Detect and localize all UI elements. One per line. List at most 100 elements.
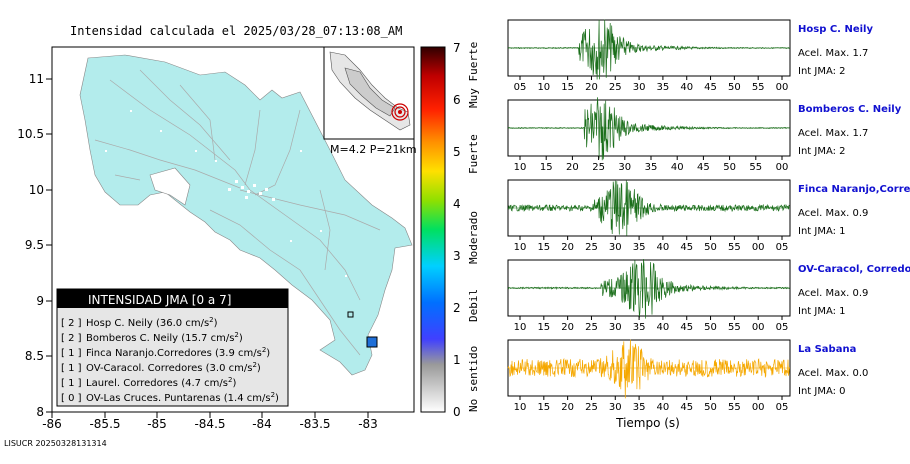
time-tick-label: 30 <box>609 242 622 253</box>
legend-entry-prefix: [ 1 ] <box>61 363 82 374</box>
time-tick-label: 20 <box>585 82 598 93</box>
svg-text:Laurel. Corredores (4.7 cm/s2): Laurel. Corredores (4.7 cm/s2) <box>86 376 236 389</box>
time-tick-label: 45 <box>680 242 693 253</box>
time-tick-label: 35 <box>633 322 646 333</box>
colorbar-tick: 2 <box>453 301 461 315</box>
time-tick-label: 00 <box>752 242 765 253</box>
time-tick-label: 55 <box>728 402 741 413</box>
map-y-tick: 8.5 <box>25 349 44 363</box>
figure-title: Intensidad calculada el 2025/03/28_07:13… <box>70 24 402 38</box>
map-y-tick: 11 <box>29 72 44 86</box>
colorbar-tick: 1 <box>453 353 461 367</box>
time-tick-label: 35 <box>657 82 670 93</box>
time-tick-label: 45 <box>680 322 693 333</box>
waveform-line <box>507 258 790 319</box>
seismogram-panels: 05 10 15 20 25 30 35 40 45 50 55 00 Hosp C. Neily Ace… <box>507 19 910 413</box>
svg-text:Bomberos C. Neily (15.7 cm/s2): Bomberos C. Neily (15.7 cm/s2) <box>86 331 243 344</box>
nicoya-gulf <box>149 167 191 206</box>
time-tick-label: 25 <box>592 162 605 173</box>
legend-entry-prefix: [ 1 ] <box>61 378 82 389</box>
max-acceleration: Acel. Max. 1.7 <box>798 128 868 139</box>
map-x-tick: -84.5 <box>194 417 225 431</box>
map-x-tick: -85 <box>147 417 167 431</box>
time-tick-label: 05 <box>776 402 789 413</box>
seismogram-panel: 10 15 20 25 30 35 40 45 50 55 00 Bomberos C. Neily A… <box>507 97 902 173</box>
legend-entry-close: ) <box>239 333 243 344</box>
time-tick-label: 00 <box>776 162 789 173</box>
intensity-map: -86 -85.5 -85 -84.5 -84 -83.5 -83 8 8.5 … <box>17 46 417 431</box>
colorbar-label: Debil <box>467 289 480 322</box>
waveform-line <box>507 97 790 161</box>
time-tick-label: 50 <box>728 82 741 93</box>
time-tick-label: 40 <box>657 242 670 253</box>
time-tick-label: 50 <box>704 242 717 253</box>
map-x-tick: -83 <box>358 417 378 431</box>
map-y-tick: 9.5 <box>25 238 44 252</box>
time-tick-label: 40 <box>680 82 693 93</box>
jma-intensity: Int JMA: 2 <box>798 66 846 77</box>
x-axis-label: Tiempo (s) <box>615 416 680 430</box>
time-tick-label: 15 <box>561 82 574 93</box>
time-tick-label: 00 <box>776 82 789 93</box>
seismogram-panel: 10 15 20 25 30 35 40 45 50 55 00 05 Finca Naranjo,Co… <box>507 179 910 253</box>
time-tick-label: 10 <box>514 162 527 173</box>
inset-map: M=4.2 P=21km <box>323 46 417 156</box>
colorbar-tick: 5 <box>453 145 461 159</box>
jma-intensity: Int JMA: 1 <box>798 306 846 317</box>
colorbar-tick: 0 <box>453 405 461 419</box>
map-x-tick: -83.5 <box>299 417 330 431</box>
time-tick-label: 05 <box>514 82 527 93</box>
legend-entry-text: OV-Las Cruces. Puntarenas (1.4 cm/s <box>86 393 271 404</box>
time-tick-label: 35 <box>633 402 646 413</box>
time-tick-label: 20 <box>561 242 574 253</box>
time-tick-label: 55 <box>749 162 762 173</box>
svg-text:OV-Las Cruces. Puntarenas (1.4: OV-Las Cruces. Puntarenas (1.4 cm/s2) <box>86 391 279 404</box>
time-tick-label: 00 <box>752 322 765 333</box>
legend-entry-text: Bomberos C. Neily (15.7 cm/s <box>86 333 234 344</box>
time-tick-label: 20 <box>561 322 574 333</box>
time-tick-label: 30 <box>609 322 622 333</box>
jma-intensity: Int JMA: 1 <box>798 226 846 237</box>
colorbar-label: Moderado <box>467 211 480 264</box>
time-tick-label: 40 <box>657 322 670 333</box>
time-tick-label: 15 <box>540 162 553 173</box>
max-acceleration: Acel. Max. 1.7 <box>798 48 868 59</box>
station-name: La Sabana <box>798 344 856 355</box>
legend-entry-sup: 2 <box>262 346 266 354</box>
time-tick-label: 45 <box>704 82 717 93</box>
legend-title: INTENSIDAD JMA [0 a 7] <box>88 293 231 307</box>
time-tick-label: 10 <box>514 402 527 413</box>
time-tick-label: 45 <box>680 402 693 413</box>
legend-entry-close: ) <box>266 348 270 359</box>
svg-text:OV-Caracol. Corredores (3.0 cm: OV-Caracol. Corredores (3.0 cm/s2) <box>86 361 261 374</box>
seismogram-panel: 10 15 20 25 30 35 40 45 50 55 00 05 La Sabana Acel. M… <box>507 339 868 413</box>
time-tick-label: 30 <box>633 82 646 93</box>
time-tick-label: 25 <box>585 242 598 253</box>
legend-entry-prefix: [ 1 ] <box>61 348 82 359</box>
legend-entry-sup: 2 <box>252 361 256 369</box>
time-tick-label: 35 <box>645 162 658 173</box>
map-y-tick: 9 <box>36 294 44 308</box>
colorbar-label: Muy Fuerte <box>467 42 480 108</box>
station-marker-hosp-neily <box>366 336 378 348</box>
time-tick-label: 10 <box>514 322 527 333</box>
colorbar-tick: 3 <box>453 249 461 263</box>
time-tick-label: 55 <box>752 82 765 93</box>
map-x-tick: -86 <box>42 417 62 431</box>
legend-entry-prefix: [ 2 ] <box>61 318 82 329</box>
svg-text:Hosp C. Neily (36.0 cm/s2): Hosp C. Neily (36.0 cm/s2) <box>86 316 218 329</box>
map-x-tick: -85.5 <box>89 417 120 431</box>
time-tick-label: 05 <box>776 322 789 333</box>
time-tick-label: 55 <box>728 322 741 333</box>
map-x-axis: -86 -85.5 -85 -84.5 -84 -83.5 -83 <box>42 417 378 431</box>
costa-rica-land <box>79 54 413 376</box>
intensity-colorbar: 0 1 2 3 4 5 6 7 No sentido Debil Moderad… <box>420 41 480 419</box>
legend-entry-close: ) <box>232 378 236 389</box>
svg-text:Finca Naranjo.Corredores (3.9: Finca Naranjo.Corredores (3.9 cm/s2) <box>86 346 270 359</box>
time-tick-label: 00 <box>752 402 765 413</box>
time-tick-label: 50 <box>723 162 736 173</box>
time-tick-label: 15 <box>537 322 550 333</box>
jma-intensity: Int JMA: 2 <box>798 146 846 157</box>
legend-entry-text: Hosp C. Neily (36.0 cm/s <box>86 318 209 329</box>
